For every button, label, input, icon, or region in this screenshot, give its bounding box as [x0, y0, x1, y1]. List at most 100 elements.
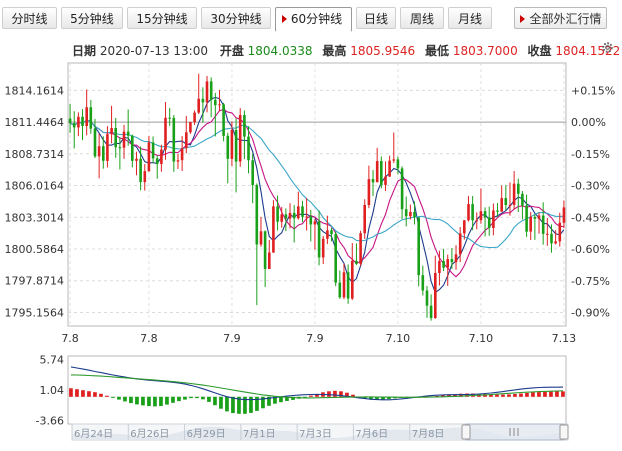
macd-bar [177, 396, 181, 402]
pct-tick-label: -0.30% [571, 180, 610, 193]
macd-bar [519, 393, 523, 397]
macd-bar [261, 396, 265, 409]
tab-30min[interactable]: 30分钟线 [201, 7, 271, 29]
navigator-bar [71, 423, 569, 441]
tab-timeshare[interactable]: 分时线 [2, 7, 57, 29]
candle [330, 230, 333, 235]
candle [504, 198, 508, 205]
candle [346, 272, 350, 299]
candle [292, 212, 296, 219]
candle [355, 260, 358, 264]
navigator-date-label: 6月26日 [130, 428, 169, 440]
macd-bar [345, 392, 349, 397]
macd-bar [147, 396, 151, 407]
macd-bar [399, 396, 403, 398]
candle [317, 221, 321, 258]
macd-tick-label: -3.66 [36, 415, 64, 428]
candle [172, 117, 176, 162]
candle [396, 159, 400, 169]
open-label: 开盘 [219, 44, 244, 58]
macd-bar [513, 394, 517, 397]
all-forex-button[interactable]: 全部外汇行情 [514, 7, 607, 29]
candle [222, 104, 225, 136]
candle [164, 117, 167, 150]
candle [72, 123, 76, 128]
macd-diff-line [70, 366, 564, 401]
macd-bar [405, 396, 409, 398]
macd-bar [81, 390, 85, 397]
tab-label: 60分钟线 [290, 12, 343, 26]
candle [371, 179, 375, 183]
navigator-date-label: 7月1日 [243, 428, 276, 440]
macd-bar [477, 393, 481, 397]
macd-bar [495, 394, 499, 397]
navigator-date-label: 7月8日 [412, 428, 445, 440]
tab-5min[interactable]: 5分钟线 [61, 7, 123, 29]
macd-bar [537, 392, 541, 397]
y-tick-label: 1814.1614 [5, 84, 65, 97]
candle [205, 81, 209, 103]
tab-60min[interactable]: 60分钟线 [275, 7, 352, 32]
candle [512, 183, 516, 205]
candle [425, 290, 429, 306]
candle [554, 241, 557, 244]
macd-bar [447, 394, 451, 397]
candle [309, 216, 313, 225]
macd-bar [549, 391, 553, 397]
macd-bar [267, 396, 271, 406]
macd-bar [93, 392, 97, 397]
candle [434, 273, 437, 318]
tab-15min[interactable]: 15分钟线 [127, 7, 197, 29]
candle [334, 234, 337, 283]
period-tabs: 分时线 5分钟线 15分钟线 30分钟线 60分钟线 日线 周线 月线 全部外汇… [0, 0, 622, 36]
macd-bar [129, 396, 133, 404]
candle [135, 158, 138, 161]
tab-label: 日线 [363, 12, 388, 26]
macd-bar [297, 396, 301, 399]
candle [446, 259, 449, 268]
tab-monthly[interactable]: 月线 [448, 7, 492, 29]
macd-bar [117, 396, 121, 400]
navigator-area [72, 426, 568, 440]
candle [160, 149, 163, 164]
tab-label: 5分钟线 [70, 12, 114, 26]
candle [359, 233, 362, 264]
candle [342, 272, 346, 298]
pct-tick-label: -0.75% [571, 275, 610, 288]
candle [114, 128, 117, 148]
candle [351, 260, 354, 299]
candle [106, 134, 109, 161]
navigator-handle [559, 424, 569, 440]
macd-bar [351, 394, 355, 397]
candle [508, 204, 512, 206]
candle [483, 211, 487, 218]
candle [280, 214, 283, 222]
candle [201, 98, 205, 103]
tab-weekly[interactable]: 周线 [400, 7, 444, 29]
candle [467, 204, 470, 221]
candle [276, 206, 279, 222]
x-tick-label: 7.10 [469, 332, 494, 345]
y-tick-label: 1806.0164 [5, 180, 65, 193]
tab-label: 分时线 [11, 12, 48, 26]
candle [131, 135, 134, 161]
macd-bar [69, 388, 73, 397]
tab-daily[interactable]: 日线 [356, 7, 396, 29]
date-label: 日期 [72, 44, 97, 58]
navigator-date-label: 6月24日 [74, 428, 113, 440]
candle [442, 261, 445, 268]
candle [438, 261, 441, 273]
candle [326, 230, 329, 239]
pct-tick-label: -0.15% [571, 148, 610, 161]
macd-bar [153, 396, 157, 407]
candle [102, 146, 105, 161]
macd-bar [321, 392, 325, 397]
macd-bar [453, 394, 457, 397]
y-tick-label: 1803.3014 [5, 211, 65, 224]
candle [268, 252, 271, 269]
candle [214, 99, 217, 106]
macd-bar [225, 396, 229, 412]
gear-icon[interactable] [601, 41, 614, 54]
macd-bar [459, 393, 463, 397]
candle [321, 238, 325, 258]
